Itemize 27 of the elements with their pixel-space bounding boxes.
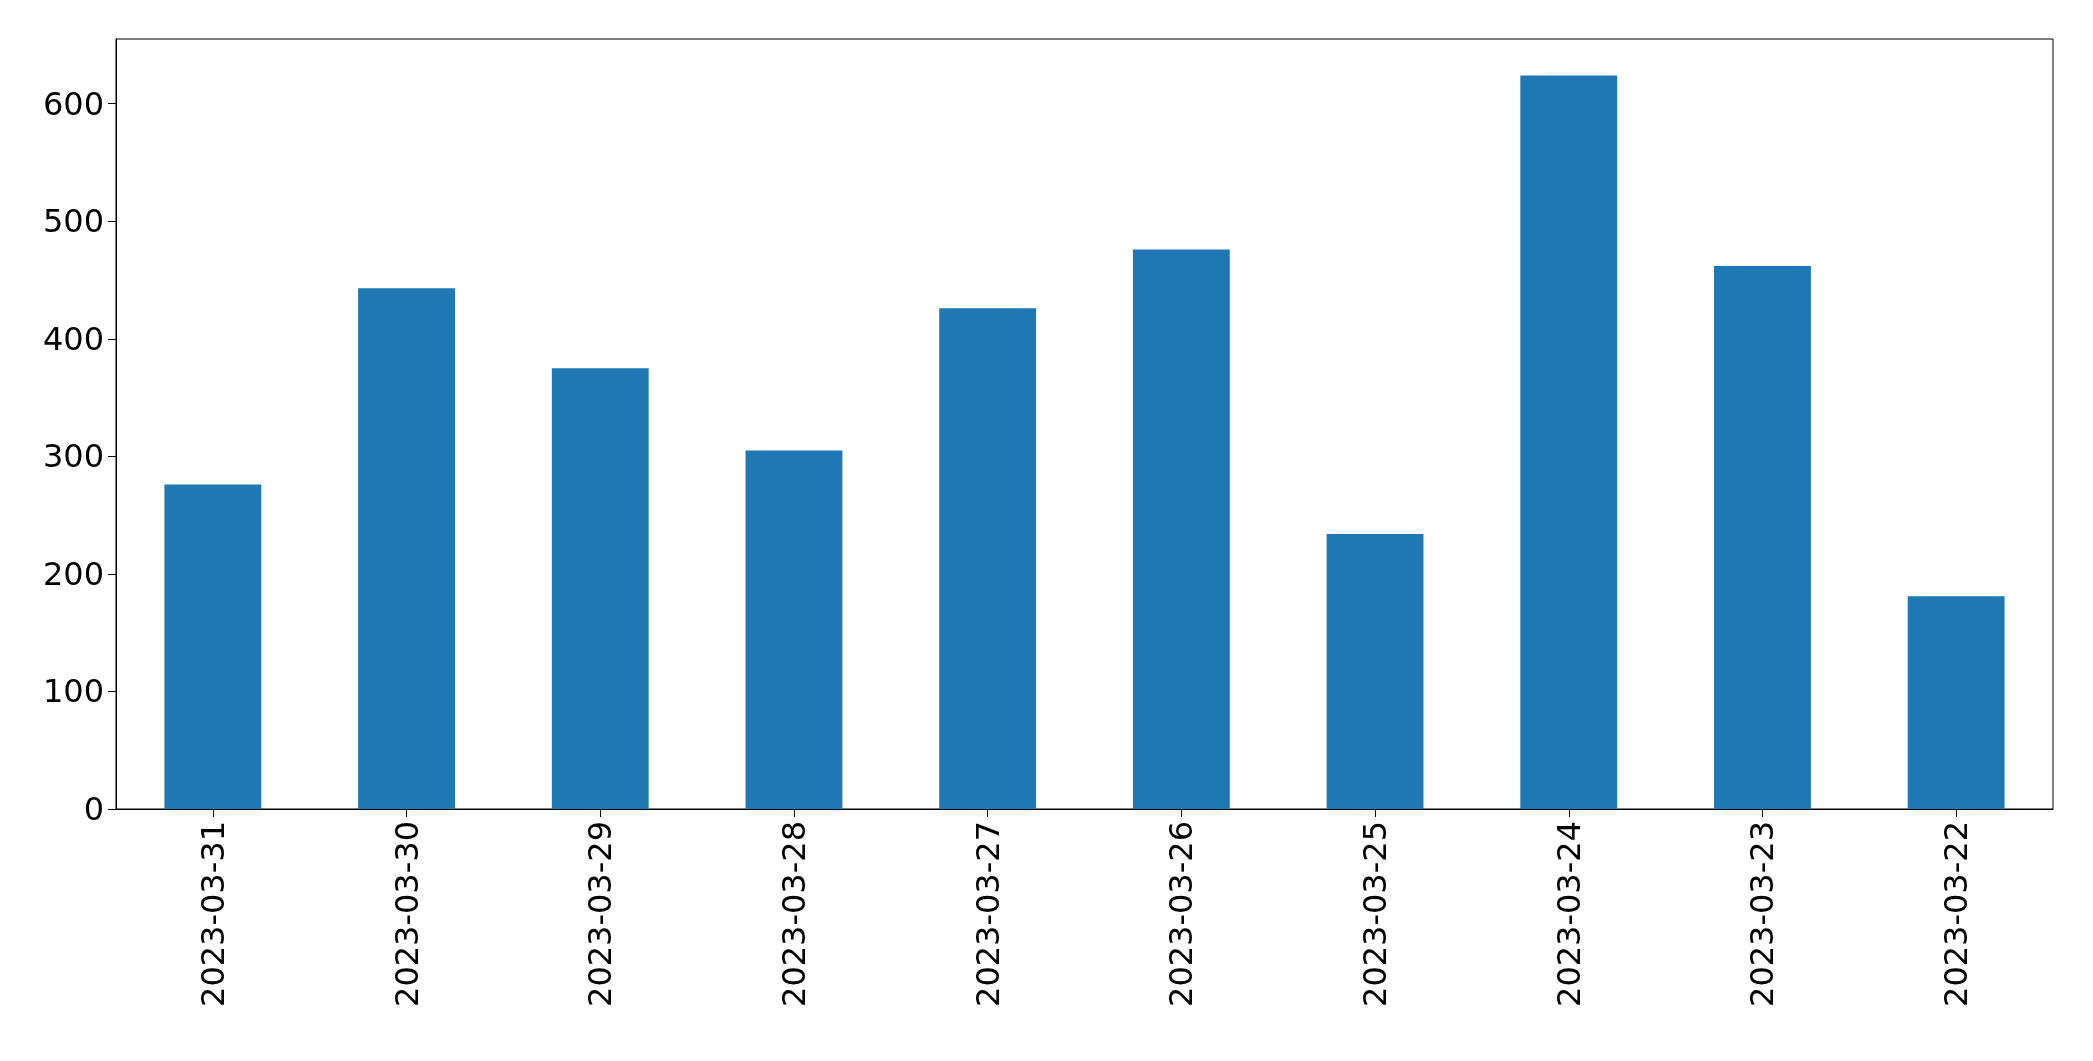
- bar: [1520, 75, 1618, 809]
- bar: [1714, 265, 1811, 809]
- x-tick-label: 2023-03-25: [1356, 821, 1395, 1007]
- bar: [358, 288, 455, 809]
- y-tick-label: 0: [83, 790, 104, 828]
- x-tick-label: 2023-03-24: [1549, 821, 1588, 1007]
- x-tick-label: 2023-03-23: [1743, 821, 1782, 1007]
- x-tick-label: 2023-03-29: [581, 821, 620, 1007]
- y-tick-label: 600: [42, 84, 104, 123]
- y-tick-label: 300: [42, 437, 104, 476]
- x-tick-label: 2023-03-31: [193, 821, 232, 1007]
- x-tick-label: 2023-03-28: [774, 821, 813, 1007]
- bar: [939, 308, 1037, 809]
- bar: [1132, 249, 1230, 809]
- y-tick-label: 500: [42, 202, 104, 241]
- bar: [1907, 596, 2005, 809]
- bar: [745, 450, 843, 809]
- y-tick-label: 400: [42, 319, 104, 358]
- x-tick-label: 2023-03-27: [968, 821, 1007, 1007]
- x-tick-label: 2023-03-30: [387, 821, 426, 1007]
- y-tick-label: 200: [42, 554, 104, 593]
- bar: [164, 484, 262, 809]
- x-tick-label: 2023-03-22: [1937, 821, 1976, 1007]
- y-tick-label: 100: [42, 672, 104, 711]
- x-tick-label: 2023-03-26: [1162, 821, 1201, 1007]
- bar: [1326, 533, 1424, 809]
- bar: [551, 368, 649, 809]
